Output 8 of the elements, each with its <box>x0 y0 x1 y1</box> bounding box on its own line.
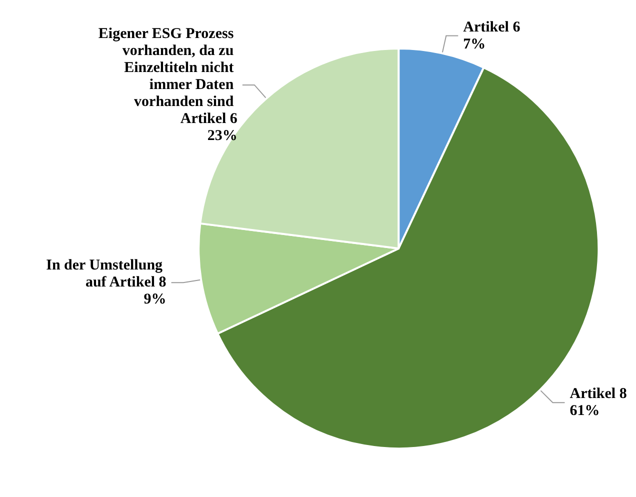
slice-label: In der Umstellung auf Artikel 8 <box>46 258 166 291</box>
data-label: 9% <box>144 292 166 308</box>
data-label: 7% <box>463 36 486 52</box>
slice-label: Eigener ESG Prozess vorhanden, da zu Einzeltiteln nicht immer Daten vorhanden sind Artikel 6 <box>98 26 238 127</box>
slice-label: Artikel 8 <box>570 386 627 402</box>
slice-label: Artikel 6 <box>463 19 521 36</box>
data-label: 23% <box>207 128 238 144</box>
data-label: 61% <box>570 403 600 420</box>
